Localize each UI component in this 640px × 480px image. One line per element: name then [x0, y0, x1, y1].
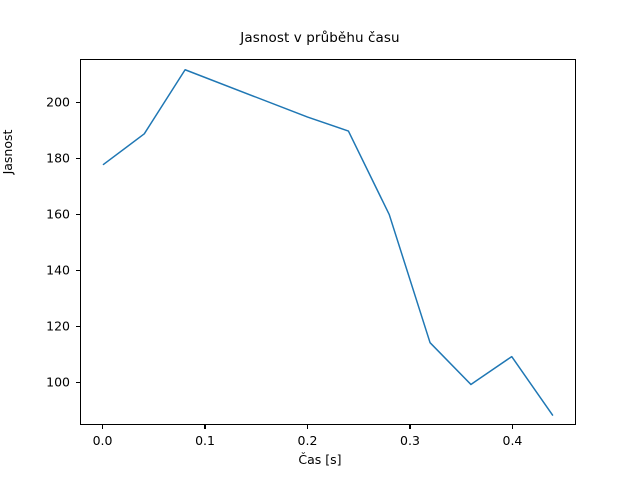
x-axis-tick-mark — [204, 425, 206, 429]
x-axis-tick-label: 0.2 — [297, 433, 318, 448]
y-axis-tick-mark — [76, 213, 80, 215]
y-axis-tick-label: 160 — [46, 206, 70, 222]
y-axis-tick-mark — [76, 269, 80, 271]
y-axis-label: Jasnost — [0, 129, 15, 175]
y-axis-tick-label: 120 — [46, 318, 70, 334]
x-axis-tick-label: 0.3 — [400, 433, 420, 448]
x-axis-label: Čas [s] — [298, 452, 342, 467]
y-axis-tick-mark — [76, 381, 80, 383]
x-axis-tick-mark — [409, 425, 411, 429]
x-axis-tick-label: 0.0 — [92, 433, 113, 448]
y-axis-tick-mark — [76, 325, 80, 327]
x-axis-tick-mark — [101, 425, 104, 429]
y-axis-tick-label: 100 — [46, 374, 70, 390]
x-axis-tick-mark — [511, 425, 513, 429]
y-axis-tick-label: 140 — [46, 262, 70, 278]
plot-axes-area — [80, 59, 576, 425]
line-series-svg — [102, 69, 554, 416]
y-axis-tick-mark — [76, 157, 80, 159]
y-axis-tick-mark — [76, 101, 80, 103]
x-axis-tick-label: 0.4 — [502, 433, 523, 448]
x-axis-tick-label: 0.1 — [195, 433, 215, 448]
chart-title: Jasnost v průběhu času — [240, 30, 400, 46]
x-axis-tick-mark — [306, 425, 309, 429]
y-axis-tick-label: 180 — [46, 150, 70, 166]
line-series-path — [102, 69, 554, 416]
y-axis-tick-label: 200 — [46, 94, 70, 110]
